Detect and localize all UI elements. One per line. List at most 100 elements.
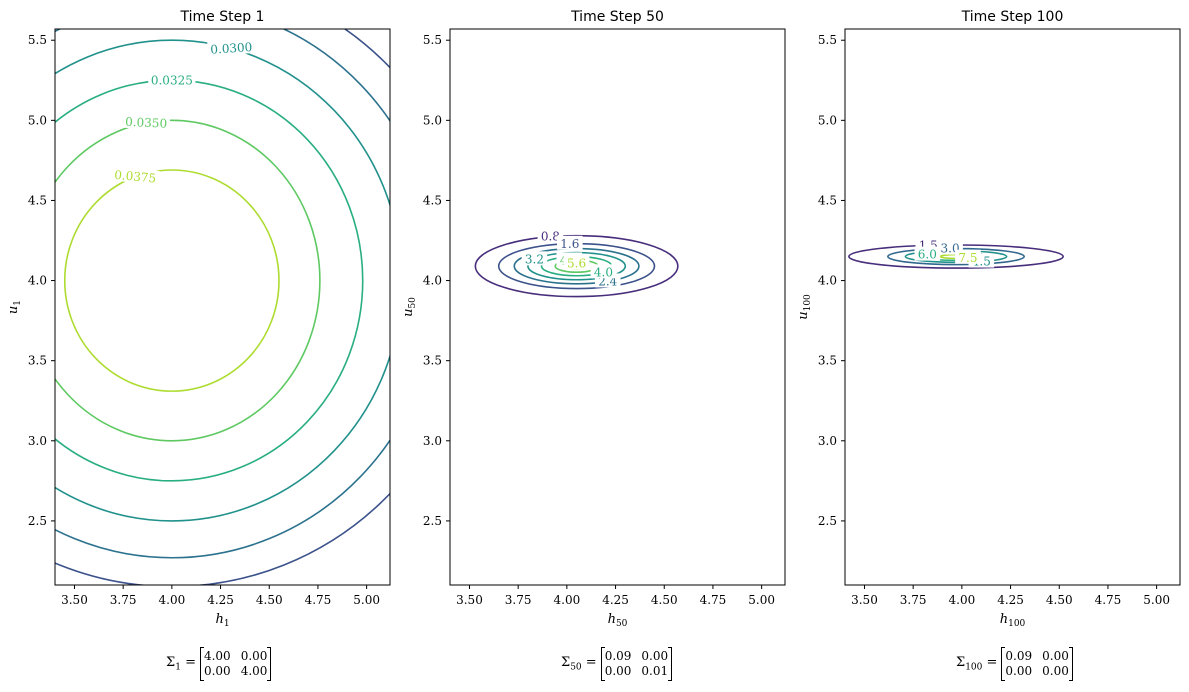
matrix-cell: 0.00 <box>604 664 632 678</box>
x-axis-symbol: h <box>1000 612 1008 627</box>
contour-line-0.0275 <box>55 29 390 559</box>
y-tick-label: 4.5 <box>818 193 837 207</box>
sigma-symbol: Σ <box>956 655 966 671</box>
y-tick-label: 3.5 <box>818 354 837 368</box>
x-axis-subscript: 1 <box>224 619 230 629</box>
matrix-cell: 0.00 <box>641 649 669 663</box>
y-axis-subscript: 100 <box>803 294 813 311</box>
axes-frame <box>844 28 1181 586</box>
contour-label-bg <box>521 251 548 266</box>
covariance-matrix: 0.09 0.00 0.00 0.00 <box>1001 647 1074 681</box>
x-tick-label: 3.75 <box>505 593 532 607</box>
y-tick-label: 4.5 <box>423 193 442 207</box>
x-tick-label: 5.00 <box>353 593 380 607</box>
matrix-cell: 0.00 <box>1005 664 1033 678</box>
panel-3: 1.5 3.04.56.0 7.53.50 3.75 4.00 4.25 4.50 4.75 5… <box>796 9 1181 629</box>
chart-title: Time Step 100 <box>961 9 1064 25</box>
equals-sign: = <box>982 655 998 671</box>
sigma-symbol: Σ <box>561 655 571 671</box>
x-tick-label: 5.00 <box>1143 593 1170 607</box>
x-tick-label: 4.00 <box>159 593 186 607</box>
y-axis-symbol: u <box>796 311 811 319</box>
sigma-subscript: 1 <box>175 662 181 673</box>
x-axis-label: h1 <box>215 612 229 629</box>
matrix-cell: 0.00 <box>203 664 231 678</box>
matrix-cell: 0.09 <box>1005 649 1033 663</box>
equals-sign: = <box>180 655 196 671</box>
y-tick-label: 5.0 <box>423 113 442 127</box>
x-tick-label: 5.00 <box>748 593 775 607</box>
sigma-symbol: Σ <box>166 655 176 671</box>
x-tick-label: 4.25 <box>602 593 629 607</box>
x-tick-label: 3.50 <box>456 593 483 607</box>
y-tick-label: 3.0 <box>28 434 47 448</box>
covariance-symbol: Σ1 = <box>166 655 196 673</box>
x-tick-label: 4.50 <box>256 593 283 607</box>
x-tick-label: 4.75 <box>700 593 727 607</box>
contour-label-0.0375: 0.0375 <box>114 168 157 186</box>
covariance-matrix: 0.09 0.00 0.00 0.01 <box>600 647 673 681</box>
y-tick-label: 4.0 <box>28 274 47 288</box>
x-axis-label: h100 <box>1000 612 1026 629</box>
sigma-subscript: 50 <box>570 662 582 673</box>
axes-frame <box>449 28 786 586</box>
matrix-cell: 0.09 <box>604 649 632 663</box>
contour-label-5.6: 5.6 <box>567 256 586 270</box>
sigma-subscript: 100 <box>965 662 983 673</box>
covariance-annotation-3: Σ100 = 0.09 0.00 0.00 0.00 <box>956 647 1074 681</box>
x-axis-subscript: 100 <box>1008 619 1025 629</box>
contour-label-0.0300: 0.0300 <box>210 40 253 57</box>
contour-label-bg <box>537 228 564 243</box>
contour-label-6.0: 6.0 <box>918 248 937 262</box>
matrix-cell: 0.00 <box>1042 649 1069 663</box>
covariance-symbol: Σ50 = <box>561 655 597 673</box>
contour-line-0.0300 <box>55 39 390 522</box>
chart-title: Time Step 1 <box>180 9 265 25</box>
y-axis-symbol: u <box>401 309 416 317</box>
contour-line-0.0375 <box>63 169 280 392</box>
axes-frame <box>54 28 391 586</box>
contour-label-0.0350: 0.0350 <box>125 115 168 131</box>
contour-label-3.0: 3.0 <box>941 242 960 256</box>
x-axis-symbol: h <box>215 612 223 627</box>
x-tick-label: 3.50 <box>851 593 878 607</box>
y-tick-label: 5.0 <box>818 113 837 127</box>
y-axis-subscript: 50 <box>408 297 418 309</box>
contour-line-0.8 <box>474 234 679 298</box>
x-tick-label: 4.50 <box>1046 593 1073 607</box>
x-tick-label: 4.25 <box>207 593 234 607</box>
y-axis-label: u1 <box>6 300 23 314</box>
contour-label-bg <box>148 72 196 87</box>
contour-label-bg <box>590 264 617 279</box>
y-tick-label: 4.0 <box>818 274 837 288</box>
contour-label-4.0: 4.0 <box>594 265 613 279</box>
matrix-cell: 0.00 <box>1042 664 1069 678</box>
y-tick-label: 5.5 <box>28 33 47 47</box>
y-tick-label: 4.0 <box>423 274 442 288</box>
x-tick-label: 3.75 <box>110 593 137 607</box>
contour-label-bg <box>122 113 171 130</box>
y-tick-label: 3.0 <box>818 434 837 448</box>
x-axis-symbol: h <box>608 612 616 627</box>
y-axis-subscript: 1 <box>13 300 23 306</box>
covariance-symbol: Σ100 = <box>956 655 997 673</box>
y-tick-label: 3.5 <box>28 354 47 368</box>
contour-label-7.5: 7.5 <box>958 251 977 265</box>
contour-line-0.0350 <box>55 119 321 442</box>
covariance-annotation-1: Σ1 = 4.00 0.00 0.00 4.00 <box>166 647 272 681</box>
covariance-matrix: 4.00 0.00 0.00 4.00 <box>199 647 272 681</box>
contour-lines <box>55 29 390 585</box>
matrix-cell: 4.00 <box>240 664 268 678</box>
x-tick-label: 4.25 <box>997 593 1024 607</box>
y-tick-label: 2.5 <box>28 514 47 528</box>
y-tick-label: 3.0 <box>423 434 442 448</box>
y-tick-label: 4.5 <box>28 193 47 207</box>
contour-line-0.0250 <box>55 29 390 585</box>
x-tick-label: 4.75 <box>305 593 332 607</box>
contour-label-bg <box>563 255 590 270</box>
y-axis-label: u100 <box>796 294 813 320</box>
x-tick-label: 4.50 <box>651 593 678 607</box>
contour-label-0.8: 0.8 <box>541 230 560 244</box>
y-tick-label: 5.5 <box>423 33 442 47</box>
